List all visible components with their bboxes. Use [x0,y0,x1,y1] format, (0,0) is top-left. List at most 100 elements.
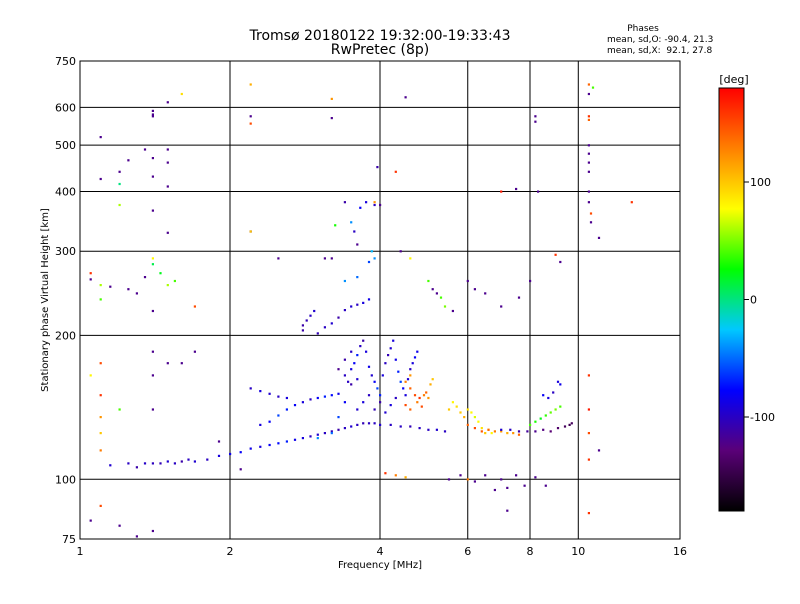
data-point [591,86,595,89]
data-point [143,148,147,151]
data-point [350,368,353,371]
data-point [151,529,154,533]
data-point [166,362,169,365]
data-point [365,350,368,353]
data-point [416,401,419,404]
data-point [323,432,326,435]
data-point [356,378,359,381]
data-point [118,203,121,207]
data-point [259,423,262,426]
data-point [389,347,392,350]
data-point [556,427,560,430]
data-point [309,314,312,317]
data-point [425,391,428,394]
data-point [229,452,232,456]
data-point [404,96,407,99]
data-point [118,170,121,173]
data-point [118,524,121,527]
data-point [418,396,421,400]
data-point [416,350,419,353]
data-point [277,257,280,260]
data-point [500,430,503,433]
data-point [384,362,387,365]
data-point [343,201,346,204]
data-point [411,362,414,365]
data-point [118,408,121,411]
data-point [337,368,340,371]
data-point [587,374,590,377]
data-point [259,390,262,393]
data-point [173,462,176,465]
data-point [180,92,183,96]
colorbar-ticks: 100 0 -100 [744,176,775,424]
data-point [135,535,138,538]
data-point [151,115,154,118]
data-point [350,425,353,428]
data-point [587,118,590,121]
data-point [493,430,496,433]
x-axis-ticks: 1 2 4 6 8 10 16 [77,545,688,558]
data-point [309,435,312,438]
stats-x-mode: mean, sd,X: 92.1, 27.8 [607,46,713,56]
data-point [394,474,397,477]
x-tick-label: 1 [77,545,84,558]
data-point [305,319,308,322]
data-point [376,387,379,390]
data-point [587,92,590,96]
data-point [404,476,407,479]
data-point [397,370,400,373]
data-point [249,115,252,118]
data-point [316,437,319,440]
data-point [99,432,102,435]
data-point [506,486,509,489]
data-point [544,414,547,417]
data-point [409,374,412,377]
data-point [466,408,469,411]
data-point [394,170,397,173]
data-point [249,230,252,233]
data-point [293,404,297,407]
y-tick-label: 500 [55,139,76,152]
data-point [285,396,288,400]
data-point [529,279,532,283]
data-point [337,316,340,319]
data-point [587,432,590,435]
data-point [343,427,346,430]
data-point [484,474,487,477]
data-point [151,175,154,178]
data-point [435,292,438,295]
data-point [466,423,469,426]
data-point [630,201,633,204]
data-point [529,423,532,426]
data-point [277,442,280,445]
data-point [323,257,326,260]
data-point [330,322,333,325]
data-point [330,394,333,397]
data-point [350,305,353,308]
data-point [597,236,601,239]
data-point [480,430,483,433]
data-point [367,260,371,264]
data-point [362,401,365,404]
data-point [353,362,356,365]
data-point [89,272,92,275]
data-point [451,401,454,404]
data-point [570,422,573,425]
y-axis-label: Stationary phase Virtual Height [km] [40,208,51,392]
data-point [293,438,297,441]
data-point [376,166,379,169]
data-point [343,279,346,283]
data-point [166,185,169,188]
data-point [484,432,487,435]
data-point [587,458,590,461]
data-point [451,309,454,313]
data-point [589,221,593,224]
data-point [559,383,562,386]
data-point [455,405,458,408]
data-point [463,416,466,419]
data-point [409,408,412,411]
data-point [517,430,521,433]
data-point [151,109,154,112]
data-point [316,433,319,436]
